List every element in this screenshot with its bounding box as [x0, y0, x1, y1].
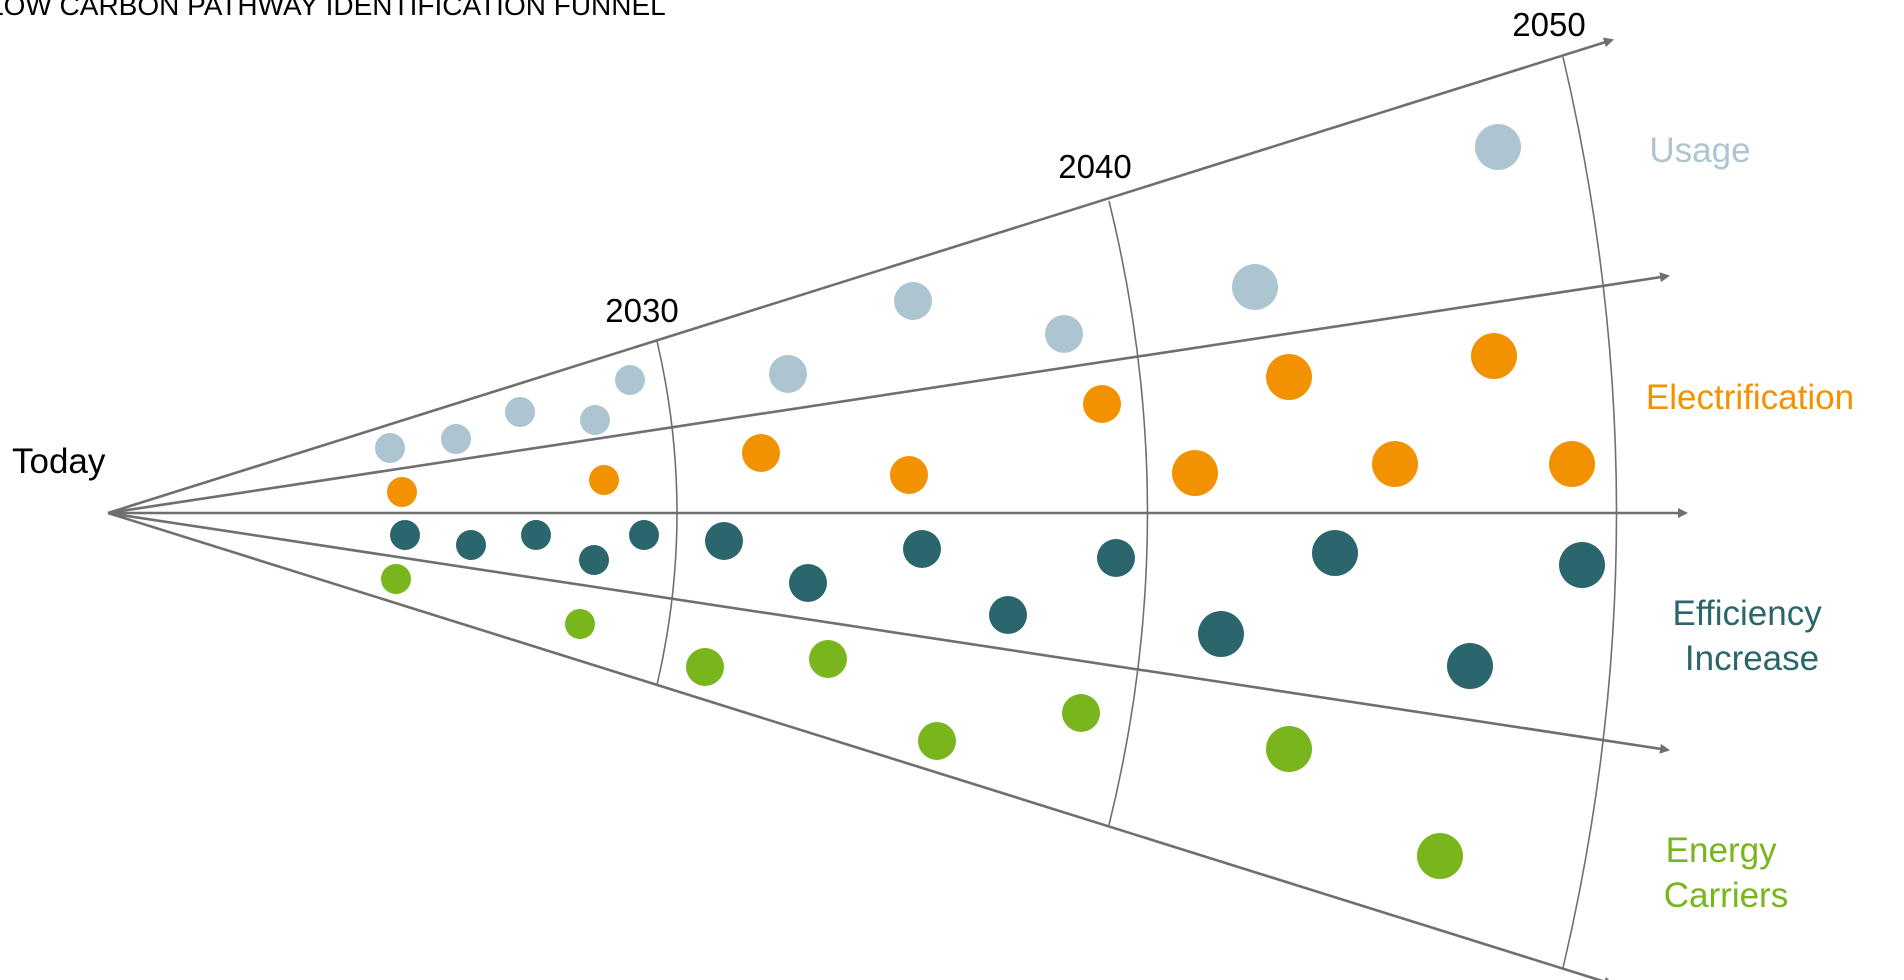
- diagram-title: LOW CARBON PATHWAY IDENTIFICATION FUNNEL: [0, 0, 666, 21]
- carriers-dot: [1417, 833, 1463, 879]
- electrification-dot: [387, 477, 417, 507]
- carriers-dot: [1062, 694, 1100, 732]
- usage-dot: [441, 424, 471, 454]
- carriers-dot: [1266, 726, 1312, 772]
- year-label-2040: 2040: [1058, 148, 1131, 185]
- electrification-dots: [387, 333, 1595, 507]
- category-label-carriers-line-2: Carriers: [1664, 876, 1788, 915]
- usage-dot: [1045, 315, 1083, 353]
- usage-dot: [1232, 264, 1278, 310]
- efficiency-dot: [629, 520, 659, 550]
- usage-dots: [375, 124, 1521, 463]
- efficiency-dot: [989, 596, 1027, 634]
- efficiency-dot: [1312, 530, 1358, 576]
- usage-dot: [769, 355, 807, 393]
- category-label-efficiency: Efficiency Increase: [1673, 594, 1832, 678]
- category-label-usage-line-1: Usage: [1649, 131, 1750, 170]
- electrification-dot: [1372, 441, 1418, 487]
- efficiency-dot: [1198, 611, 1244, 657]
- carriers-dot: [565, 609, 595, 639]
- year-label-2050: 2050: [1512, 6, 1585, 43]
- arc-2040: [1108, 200, 1149, 826]
- pathway-dots: [375, 124, 1605, 879]
- carriers-dot: [381, 564, 411, 594]
- efficiency-dot: [903, 530, 941, 568]
- category-label-electrification-line-1: Electrification: [1646, 378, 1854, 417]
- usage-dot: [894, 282, 932, 320]
- efficiency-dot: [390, 520, 420, 550]
- efficiency-dot: [1559, 542, 1605, 588]
- electrification-dot: [1549, 441, 1595, 487]
- carriers-dot: [809, 640, 847, 678]
- efficiency-dot: [521, 520, 551, 550]
- arc-2030: [656, 340, 678, 686]
- ray-lower-middle: [107, 511, 1670, 754]
- category-label-electrification: Electrification: [1646, 378, 1854, 417]
- efficiency-dot: [456, 530, 486, 560]
- carriers-dot: [918, 722, 956, 760]
- today-label: Today: [12, 442, 106, 481]
- category-labels: Usage Electrification Efficiency Increas…: [1646, 131, 1854, 915]
- usage-dot: [505, 397, 535, 427]
- electrification-dot: [1172, 450, 1218, 496]
- efficiency-dot: [789, 564, 827, 602]
- carriers-dots: [381, 564, 1463, 879]
- usage-dot: [580, 405, 610, 435]
- category-label-efficiency-line-2: Increase: [1685, 639, 1819, 678]
- electrification-dot: [589, 465, 619, 495]
- electrification-dot: [1083, 385, 1121, 423]
- funnel-rays: [107, 37, 1688, 980]
- efficiency-dots: [390, 520, 1605, 689]
- category-label-carriers: Energy Carriers: [1664, 831, 1788, 915]
- category-label-carriers-line-1: Energy: [1666, 831, 1777, 870]
- efficiency-dot: [579, 545, 609, 575]
- year-labels: 2030 2040 2050: [605, 6, 1585, 329]
- electrification-dot: [890, 456, 928, 494]
- efficiency-dot: [1447, 643, 1493, 689]
- ray-bottom: [107, 511, 1614, 980]
- arc-2050: [1562, 56, 1618, 969]
- electrification-dot: [1266, 354, 1312, 400]
- ray-top: [107, 37, 1614, 515]
- category-label-efficiency-line-1: Efficiency: [1673, 594, 1823, 633]
- usage-dot: [375, 433, 405, 463]
- usage-dot: [615, 365, 645, 395]
- time-arcs: [656, 56, 1618, 969]
- electrification-dot: [742, 434, 780, 472]
- ray-upper-middle: [107, 272, 1670, 515]
- carriers-dot: [686, 648, 724, 686]
- year-label-2030: 2030: [605, 292, 678, 329]
- efficiency-dot: [705, 522, 743, 560]
- efficiency-dot: [1097, 539, 1135, 577]
- electrification-dot: [1471, 333, 1517, 379]
- usage-dot: [1475, 124, 1521, 170]
- category-label-usage: Usage: [1649, 131, 1750, 170]
